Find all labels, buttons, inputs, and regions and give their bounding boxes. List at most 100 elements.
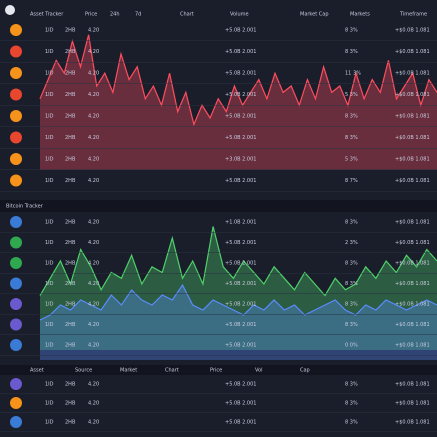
row-cell: 2HB [65, 401, 76, 407]
row-cell: +$0.0B 1.081 [395, 322, 430, 328]
row-cell: +5.0B 2.001 [225, 71, 256, 77]
row-cell: +$0.0B 1.081 [395, 401, 430, 407]
row-cell: 2HB [65, 382, 76, 388]
row-cell: 8 3% [345, 220, 358, 226]
row-cell: +$0.0B 1.081 [395, 420, 430, 426]
row-cell: 4.20 [88, 343, 99, 349]
asset-icon[interactable] [10, 88, 22, 101]
row-cell: 4.20 [88, 49, 99, 55]
row-cell: 4.20 [88, 382, 99, 388]
header-label: Market Cap [300, 12, 329, 18]
row-cell: +$0.0B 1.081 [395, 220, 430, 226]
row-cell: +5.0B 2.001 [225, 343, 256, 349]
row-cell: +5.0B 2.001 [225, 92, 256, 98]
asset-icon[interactable] [10, 216, 22, 228]
row-cell: 8 3% [345, 28, 358, 34]
row-cell: +3.0B 2.001 [225, 157, 256, 163]
row-cell: +$0.0B 1.081 [395, 92, 430, 98]
row-cell: 1ID [45, 382, 54, 388]
asset-icon[interactable] [10, 397, 22, 409]
row-cell: 1ID [45, 281, 54, 287]
row-cell: +5.0B 2.001 [225, 420, 256, 426]
row-cell: 2HB [65, 49, 76, 55]
row-cell: +5.0B 2.001 [225, 178, 256, 184]
row-cell: 4.20 [88, 281, 99, 287]
footer-label: Vol [255, 368, 262, 374]
row-cell: 2HB [65, 92, 76, 98]
asset-icon[interactable] [10, 339, 22, 351]
row-cell: 8 3% [345, 261, 358, 267]
row-cell: 8 3% [345, 114, 358, 120]
row-cell: 2HB [65, 220, 76, 226]
row-cell: 1ID [45, 71, 54, 77]
row-cell: 4.20 [88, 114, 99, 120]
header-label: Asset Tracker [30, 12, 64, 18]
asset-icon[interactable] [10, 416, 22, 428]
row-cell: 4.20 [88, 420, 99, 426]
footer-bar [0, 365, 437, 375]
area-line [39, 34, 437, 127]
row-cell: 2HB [65, 135, 76, 141]
asset-icon[interactable] [10, 236, 22, 249]
row-cell: 4.20 [88, 135, 99, 141]
row-cell: 2HB [65, 240, 76, 246]
row-cell: +5.0B 2.001 [225, 322, 256, 328]
row-cell: 4.20 [88, 178, 99, 184]
header-label: Chart [180, 12, 194, 18]
row-cell: 1ID [45, 261, 54, 267]
row-cell: +5.0B 2.001 [225, 135, 256, 141]
row-cell: 1ID [45, 49, 54, 55]
header-label: Volume [230, 12, 249, 18]
asset-icon[interactable] [10, 110, 22, 122]
row-cell: 1ID [45, 302, 54, 308]
row-cell: 8 3% [345, 281, 358, 287]
row-cell: 4.20 [88, 322, 99, 328]
area-line [39, 283, 437, 321]
asset-icon[interactable] [10, 318, 22, 331]
row-cell: 1ID [45, 420, 54, 426]
row-cell: +$0.0B 1.081 [395, 135, 430, 141]
row-cell: 4.20 [88, 401, 99, 407]
row-cell: 1ID [45, 28, 54, 34]
row-cell: 8 3% [345, 49, 358, 55]
row-cell: +$0.0B 1.081 [395, 302, 430, 308]
asset-icon[interactable] [10, 153, 22, 165]
section-label: Bitcoin Tracker [6, 204, 44, 210]
header-label: Price [85, 12, 97, 18]
footer-label: Source [75, 368, 92, 374]
row-cell: 2HB [65, 178, 76, 184]
area-fill [40, 226, 437, 350]
row-cell: 8 3% [345, 302, 358, 308]
section-bar [0, 200, 437, 212]
asset-icon[interactable] [10, 298, 22, 310]
row-cell: +$0.0B 1.081 [395, 49, 430, 55]
asset-icon[interactable] [10, 45, 22, 58]
row-cell: 2HB [65, 322, 76, 328]
row-cell: 4.20 [88, 302, 99, 308]
row-cell: 1ID [45, 322, 54, 328]
header-label: 7d [135, 12, 141, 18]
asset-icon[interactable] [10, 174, 22, 187]
asset-icon[interactable] [10, 24, 22, 36]
footer-label: Cap [300, 368, 310, 374]
row-cell: 1ID [45, 240, 54, 246]
asset-icon[interactable] [10, 277, 22, 290]
row-cell: +$0.0B 1.081 [395, 157, 430, 163]
row-cell: +$0.0B 1.081 [395, 343, 430, 349]
footer-label: Market [120, 368, 137, 374]
area-fill [40, 285, 437, 360]
row-cell: +$0.0B 1.081 [395, 240, 430, 246]
asset-icon[interactable] [10, 257, 22, 269]
row-cell: 2HB [65, 71, 76, 77]
row-cell: 1ID [45, 220, 54, 226]
row-cell: 2HB [65, 420, 76, 426]
row-cell: 8 3% [345, 322, 358, 328]
asset-icon[interactable] [10, 67, 22, 79]
asset-icon[interactable] [10, 378, 22, 390]
header-label: Timeframe [399, 12, 427, 18]
header-label: Markets [350, 12, 370, 18]
asset-icon[interactable] [10, 131, 22, 144]
logo[interactable] [5, 5, 15, 15]
